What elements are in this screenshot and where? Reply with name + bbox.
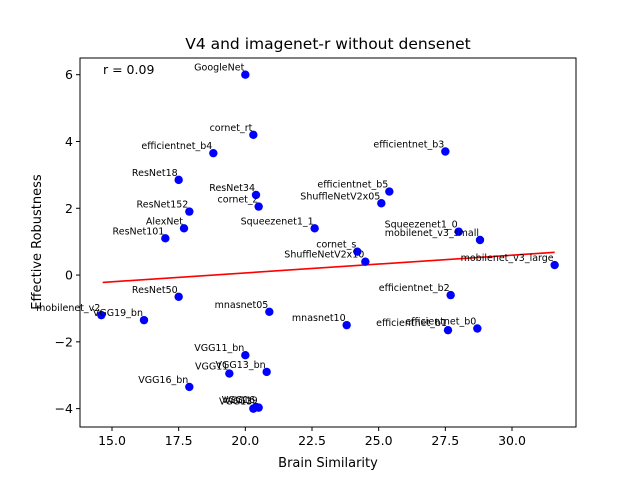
correlation-annotation: r = 0.09 [103, 62, 154, 77]
data-point-label: efficientnet_b2 [379, 283, 450, 294]
data-point-label: efficientnet_b4 [141, 141, 212, 152]
data-point [97, 310, 106, 320]
x-tick-label: 27.5 [431, 433, 459, 448]
data-point [249, 130, 258, 140]
data-point-label: efficientnet_b1 [376, 318, 447, 329]
axes-frame [79, 57, 577, 428]
data-point [385, 187, 394, 196]
data-point-label: ResNet152 [137, 200, 189, 211]
data-point-label: cornet_rt [210, 123, 253, 134]
data-point-label: VGG19_bn [93, 308, 143, 319]
data-point [441, 147, 450, 156]
data-point [174, 175, 183, 185]
data-point-label: GoogleNet [194, 63, 244, 74]
data-point-label: Squeezenet1_1 [241, 216, 314, 227]
data-point [310, 224, 319, 233]
y-tick-label: −2 [55, 334, 73, 349]
data-point-label: efficientnet_b3 [373, 140, 444, 151]
data-point-label: ShuffleNetV2x10 [284, 250, 364, 261]
regression-line [102, 251, 555, 284]
data-point [241, 70, 250, 79]
data-point [185, 207, 194, 216]
data-point [251, 190, 261, 200]
data-point [254, 202, 263, 211]
data-point [353, 247, 362, 256]
data-point-label: efficientnet_b5 [317, 180, 388, 191]
data-point [174, 292, 183, 301]
data-point [241, 351, 250, 360]
data-point-label: VGG16_bn [138, 375, 188, 386]
data-point [454, 227, 463, 236]
data-point-label: VGG13 [219, 397, 252, 408]
data-point [443, 325, 453, 335]
data-point-label: cornet_s [316, 240, 356, 251]
data-point-label: VGG11 [195, 362, 228, 373]
chart-title: V4 and imagenet-r without densenet [185, 35, 471, 53]
data-point [446, 290, 455, 300]
data-point-label: mnasnet10 [292, 313, 346, 324]
data-point [179, 224, 189, 233]
x-tick-label: 20.0 [231, 433, 259, 448]
x-tick-label: 15.0 [98, 433, 126, 448]
data-point [161, 234, 170, 243]
data-point-label: ShuffleNetV2x05 [300, 191, 380, 202]
data-point [262, 367, 271, 377]
y-axis-label: Effective Robustness [30, 174, 45, 310]
x-tick-label: 17.5 [165, 433, 193, 448]
data-point [475, 235, 485, 245]
data-point-label: AlexNet [146, 216, 183, 227]
data-point-label: VGG19 [224, 396, 257, 407]
x-axis-label: Brain Similarity [278, 456, 378, 471]
data-point-label: mobilenet_v3_large [461, 253, 554, 264]
data-point [225, 369, 234, 378]
data-point-label: VGG11_bn [194, 343, 244, 354]
data-point [265, 307, 274, 316]
data-point-label: ResNet18 [132, 168, 178, 179]
data-point-label: cornet_z [218, 195, 258, 206]
y-tick-label: 6 [65, 67, 73, 82]
y-tick-label: 4 [65, 134, 73, 149]
y-tick-label: 0 [65, 268, 73, 283]
data-point-label: Squeezenet1_0 [385, 220, 458, 231]
data-point-label: ResNet101 [113, 226, 165, 237]
data-point-label: VGG16 [222, 395, 255, 406]
data-point [209, 148, 218, 158]
y-tick-label: 2 [65, 201, 73, 216]
data-point [185, 382, 194, 392]
data-point [254, 403, 263, 412]
data-point-label: ResNet34 [209, 183, 255, 194]
x-tick-label: 30.0 [498, 433, 526, 448]
data-point-label: efficientnet_b0 [405, 316, 476, 327]
y-tick-label: −4 [55, 401, 73, 416]
data-point [139, 315, 149, 325]
data-point-label: mobilenet_v2 [36, 303, 100, 314]
data-point [550, 260, 559, 270]
data-point [473, 324, 482, 333]
data-point-label: VGG13_bn [216, 360, 266, 371]
data-point-label: ResNet50 [132, 285, 178, 296]
x-tick-label: 22.5 [298, 433, 326, 448]
data-point [377, 199, 386, 208]
data-point [342, 320, 351, 330]
data-point [361, 257, 370, 266]
data-point-label: mobilenet_v3_small [385, 228, 479, 239]
x-tick-label: 25.0 [365, 433, 393, 448]
data-point-label: mnasnet05 [215, 300, 269, 311]
